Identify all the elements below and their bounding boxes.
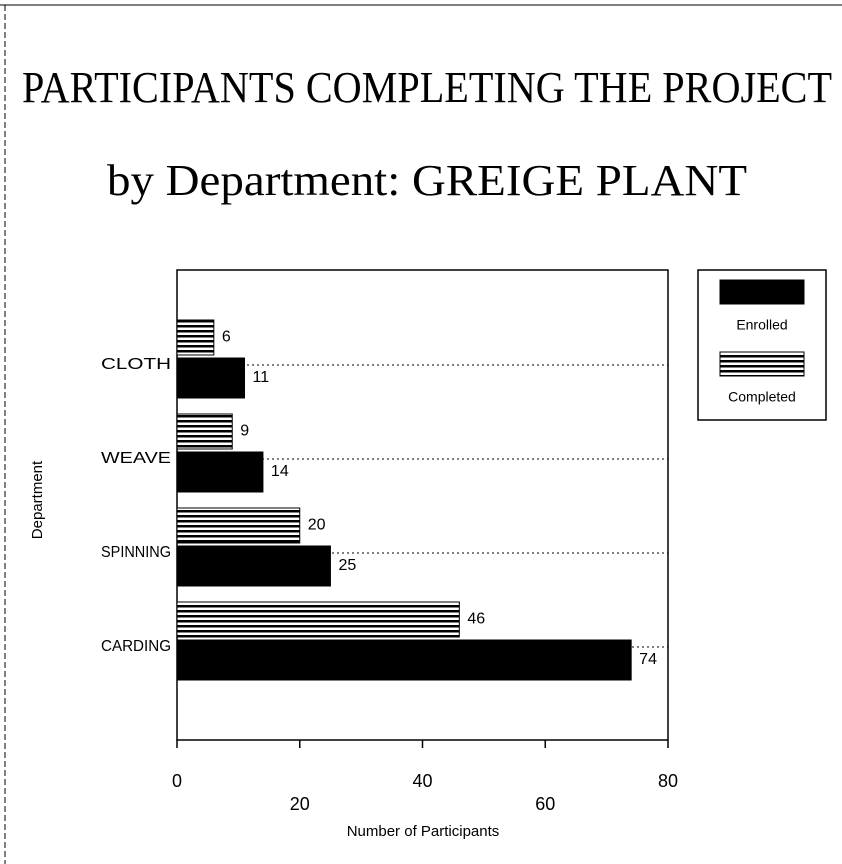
legend-swatch — [719, 351, 805, 377]
value-label: 25 — [338, 557, 356, 574]
y-tick-label: CLOTH — [101, 356, 171, 373]
y-axis-label: Department — [29, 460, 46, 539]
bar — [176, 413, 233, 450]
bar — [176, 319, 215, 356]
bar — [176, 601, 460, 638]
value-label: 46 — [467, 611, 485, 628]
y-tick-label: WEAVE — [101, 450, 171, 467]
value-label: 14 — [271, 463, 289, 480]
value-label: 9 — [240, 423, 249, 440]
x-axis-label: Number of Participants — [347, 823, 500, 840]
x-tick-label: 0 — [172, 771, 182, 791]
x-tick-label: 60 — [535, 794, 555, 814]
bar — [176, 545, 331, 587]
legend-swatch — [719, 279, 805, 305]
x-tick-label: 40 — [412, 771, 432, 791]
x-tick-label: 80 — [658, 771, 678, 791]
legend-label: Completed — [728, 389, 796, 405]
bar — [176, 507, 301, 544]
legend-label: Enrolled — [736, 317, 787, 333]
value-label: 74 — [639, 651, 657, 668]
bar — [176, 357, 246, 399]
bar — [176, 451, 264, 493]
chart-subtitle: by Department: GREIGE PLANT — [107, 156, 747, 205]
value-label: 6 — [222, 329, 231, 346]
value-label: 20 — [308, 517, 326, 534]
chart-title: PARTICIPANTS COMPLETING THE PROJECT — [22, 63, 832, 112]
value-label: 11 — [253, 369, 270, 386]
y-tick-label: CARDING — [101, 638, 171, 655]
x-tick-label: 20 — [290, 794, 310, 814]
y-tick-label: SPINNING — [101, 544, 171, 561]
bar — [176, 639, 632, 681]
